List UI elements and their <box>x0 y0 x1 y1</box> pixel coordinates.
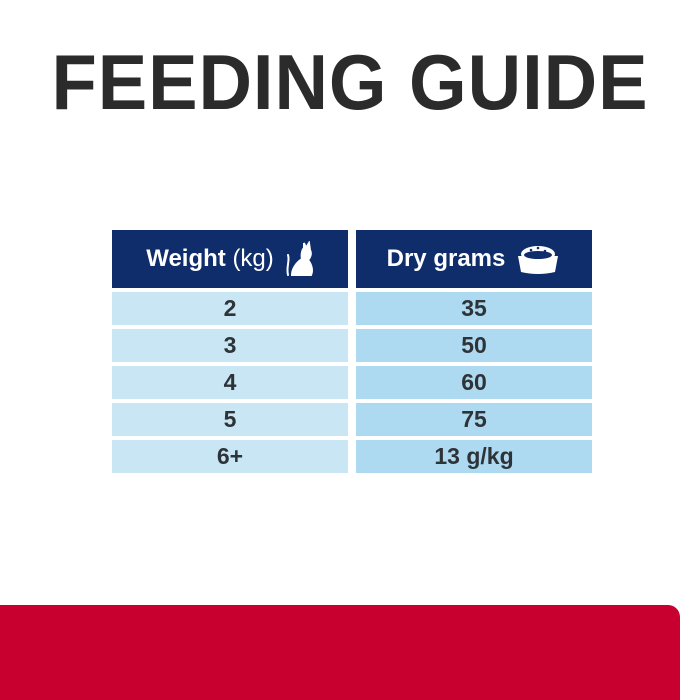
page-title: FEEDING GUIDE <box>51 38 649 126</box>
dry-grams-cell: 60 <box>356 366 592 399</box>
weight-header-unit: (kg) <box>232 245 274 272</box>
dry-grams-header: Dry grams <box>356 230 592 288</box>
weight-cell: 4 <box>112 366 348 399</box>
weight-cell: 3 <box>112 329 348 362</box>
dry-grams-column: Dry grams 35 50 60 75 13 g/kg <box>356 230 592 473</box>
weight-column: Weight (kg) 2 3 4 5 6+ <box>112 230 348 473</box>
weight-cell: 6+ <box>112 440 348 473</box>
cat-icon <box>286 241 313 276</box>
red-footer-band <box>0 605 680 700</box>
weight-cell: 2 <box>112 292 348 325</box>
weight-header: Weight (kg) <box>112 230 348 288</box>
dry-grams-cell: 50 <box>356 329 592 362</box>
dry-grams-header-label: Dry grams <box>386 245 506 272</box>
weight-cell: 5 <box>112 403 348 436</box>
dry-grams-cell: 75 <box>356 403 592 436</box>
food-bowl-icon <box>518 246 559 274</box>
weight-header-label: Weight <box>146 245 226 272</box>
dry-grams-cell: 35 <box>356 292 592 325</box>
dry-grams-cell: 13 g/kg <box>356 440 592 473</box>
